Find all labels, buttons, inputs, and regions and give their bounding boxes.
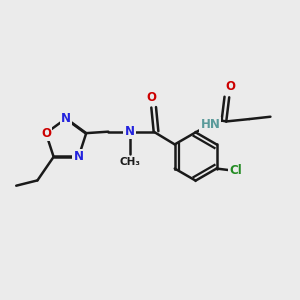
Text: N: N xyxy=(61,112,71,125)
Text: N: N xyxy=(74,150,83,163)
Text: CH₃: CH₃ xyxy=(119,157,140,167)
Text: O: O xyxy=(226,80,236,93)
Text: O: O xyxy=(146,91,156,104)
Text: O: O xyxy=(41,127,51,140)
Text: Cl: Cl xyxy=(229,164,242,176)
Text: N: N xyxy=(124,125,134,138)
Text: HN: HN xyxy=(200,118,220,131)
